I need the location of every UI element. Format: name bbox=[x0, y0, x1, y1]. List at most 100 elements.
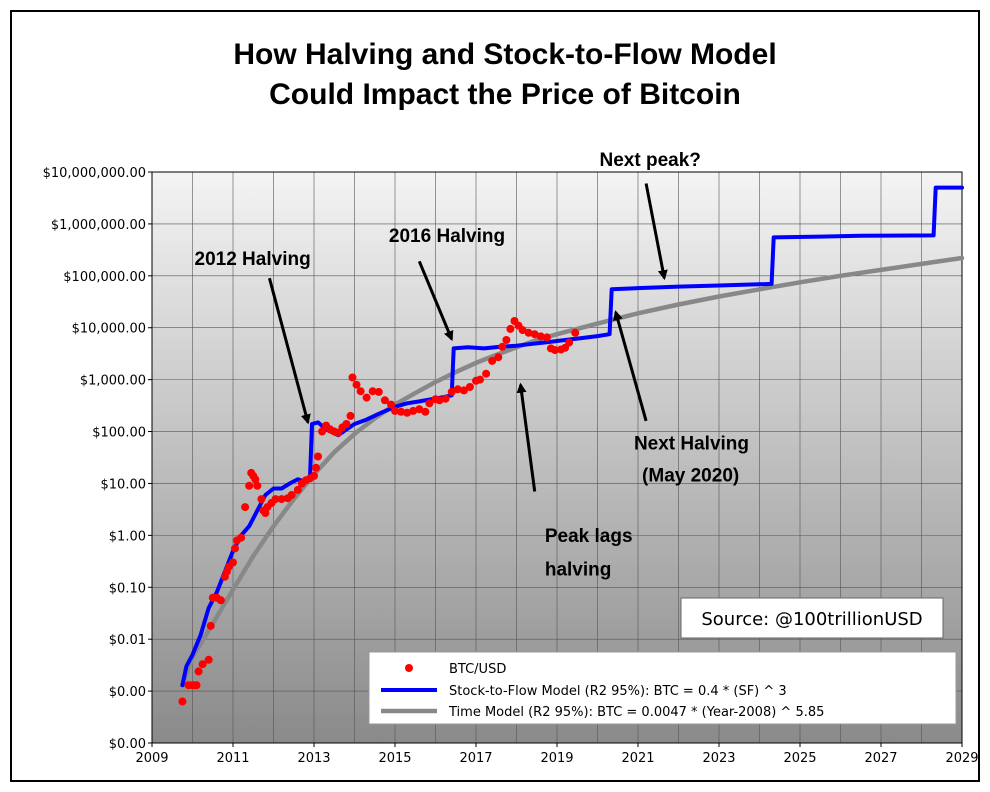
btc-point-56 bbox=[387, 400, 395, 409]
y-tick-label-2: $0.01 bbox=[109, 633, 146, 648]
btc-point-70 bbox=[465, 383, 474, 391]
y-tick-label-6: $100.00 bbox=[92, 426, 146, 441]
btc-point-73 bbox=[482, 369, 491, 378]
btc-point-52 bbox=[362, 393, 371, 402]
btc-point-41 bbox=[318, 427, 327, 436]
btc-point-51 bbox=[356, 387, 365, 396]
btc-point-69 bbox=[459, 386, 468, 395]
legend: BTC/USD Stock-to-Flow Model (R2 95%): BTC… bbox=[368, 651, 957, 725]
y-tick-label-1: $0.00 bbox=[109, 685, 146, 700]
chart-title-line-1: How Halving and Stock-to-Flow Model bbox=[233, 38, 776, 71]
btc-point-87 bbox=[551, 346, 559, 355]
y-tick-label-10: $1,000,000.00 bbox=[51, 218, 146, 233]
anno-2016-halving: 2016 Halving bbox=[389, 226, 505, 247]
btc-point-49 bbox=[348, 373, 357, 382]
btc-point-85 bbox=[542, 333, 551, 342]
btc-point-11 bbox=[216, 596, 225, 605]
x-tick-label-2011: 2011 bbox=[216, 751, 249, 766]
source-note: Source: @100trillionUSD bbox=[701, 609, 922, 630]
x-tick-label-2013: 2013 bbox=[297, 751, 330, 766]
anno-next-halving-2: (May 2020) bbox=[642, 465, 739, 486]
x-tick-label-2027: 2027 bbox=[864, 751, 897, 766]
anno-peak-lags-2: halving bbox=[545, 559, 612, 580]
x-tick-label-2017: 2017 bbox=[459, 751, 492, 766]
btc-point-23 bbox=[251, 475, 260, 484]
btc-point-38 bbox=[310, 471, 318, 480]
y-tick-label-11: $10,000,000.00 bbox=[43, 166, 146, 181]
btc-point-33 bbox=[287, 491, 296, 499]
legend-box bbox=[368, 651, 957, 725]
series-stock-to-flow-line bbox=[180, 185, 964, 688]
source-box bbox=[680, 597, 944, 639]
source-note-box: Source: @100trillionUSD bbox=[680, 597, 944, 639]
y-tick-label-5: $10.00 bbox=[101, 477, 147, 492]
btc-point-84 bbox=[536, 332, 545, 341]
btc-point-18 bbox=[237, 533, 246, 542]
btc-point-62 bbox=[421, 407, 430, 416]
x-tick-label-2023: 2023 bbox=[702, 751, 735, 766]
btc-point-31 bbox=[277, 495, 286, 504]
btc-point-15 bbox=[229, 558, 237, 567]
btc-point-76 bbox=[498, 342, 507, 351]
x-tick-label-2019: 2019 bbox=[540, 751, 573, 766]
legend-swatch-btc bbox=[405, 664, 413, 672]
btc-point-66 bbox=[441, 394, 450, 403]
anno-next-peak: Next peak? bbox=[600, 150, 701, 171]
x-tick-label-2021: 2021 bbox=[621, 751, 654, 766]
btc-point-58 bbox=[397, 407, 406, 416]
btc-point-39 bbox=[312, 463, 320, 472]
series-time-model-line bbox=[180, 255, 965, 688]
btc-point-54 bbox=[374, 387, 383, 396]
btc-point-67 bbox=[447, 387, 456, 396]
anno-2016-halving-arrow bbox=[417, 260, 454, 342]
btc-point-40 bbox=[314, 452, 322, 461]
anno-next-peak-arrow bbox=[644, 183, 668, 281]
btc-point-53 bbox=[368, 387, 377, 396]
btc-point-81 bbox=[518, 326, 527, 335]
btc-point-8 bbox=[206, 621, 215, 630]
btc-point-72 bbox=[476, 375, 484, 384]
legend-label-2: Time Model (R2 95%): BTC = 0.0047 * (Yea… bbox=[448, 705, 824, 720]
anno-next-halving-1: Next Halving bbox=[634, 434, 749, 455]
btc-point-55 bbox=[380, 396, 389, 405]
chart-svg: How Halving and Stock-to-Flow Model Coul… bbox=[43, 38, 978, 766]
y-tick-label-8: $10,000.00 bbox=[72, 322, 146, 337]
btc-point-16 bbox=[231, 544, 239, 553]
btc-point-25 bbox=[257, 495, 266, 504]
anno-peak-lags-1: Peak lags bbox=[545, 526, 633, 547]
anno-2012-halving: 2012 Halving bbox=[195, 249, 311, 270]
chart-title-line-2: Could Impact the Price of Bitcoin bbox=[269, 78, 741, 111]
btc-point-59 bbox=[403, 408, 412, 417]
btc-point-48 bbox=[346, 411, 355, 420]
btc-point-7 bbox=[204, 655, 213, 664]
chart-frame: How Halving and Stock-to-Flow Model Coul… bbox=[10, 10, 980, 782]
btc-point-30 bbox=[271, 495, 280, 504]
btc-point-61 bbox=[415, 405, 424, 414]
btc-point-68 bbox=[453, 385, 462, 394]
btc-point-78 bbox=[506, 324, 515, 333]
btc-point-4 bbox=[192, 681, 201, 690]
btc-point-74 bbox=[488, 356, 497, 365]
annotation-layer: 2012 Halving 2016 Halving Next peak? Next H… bbox=[195, 150, 750, 580]
btc-point-83 bbox=[530, 330, 539, 339]
y-tick-label-9: $100,000.00 bbox=[63, 270, 146, 285]
btc-point-90 bbox=[565, 338, 574, 347]
series-layer bbox=[178, 185, 965, 706]
btc-point-19 bbox=[241, 503, 250, 512]
btc-point-65 bbox=[435, 396, 444, 405]
y-tick-label-0: $0.00 bbox=[109, 737, 146, 752]
btc-point-82 bbox=[524, 328, 533, 337]
x-tick-label-2029: 2029 bbox=[945, 751, 978, 766]
btc-point-57 bbox=[391, 406, 399, 415]
btc-point-75 bbox=[494, 353, 503, 362]
btc-point-6 bbox=[198, 660, 207, 669]
anno-peak-lags-1-arrow bbox=[516, 382, 537, 492]
x-tick-label-2025: 2025 bbox=[783, 751, 816, 766]
legend-label-0: BTC/USD bbox=[449, 662, 506, 677]
y-tick-label-3: $0.10 bbox=[109, 581, 146, 596]
y-tick-label-4: $1.00 bbox=[109, 529, 146, 544]
btc-point-0 bbox=[178, 697, 187, 706]
anno-2012-halving-arrow bbox=[268, 277, 311, 425]
btc-point-63 bbox=[425, 399, 434, 408]
btc-point-60 bbox=[409, 406, 418, 415]
